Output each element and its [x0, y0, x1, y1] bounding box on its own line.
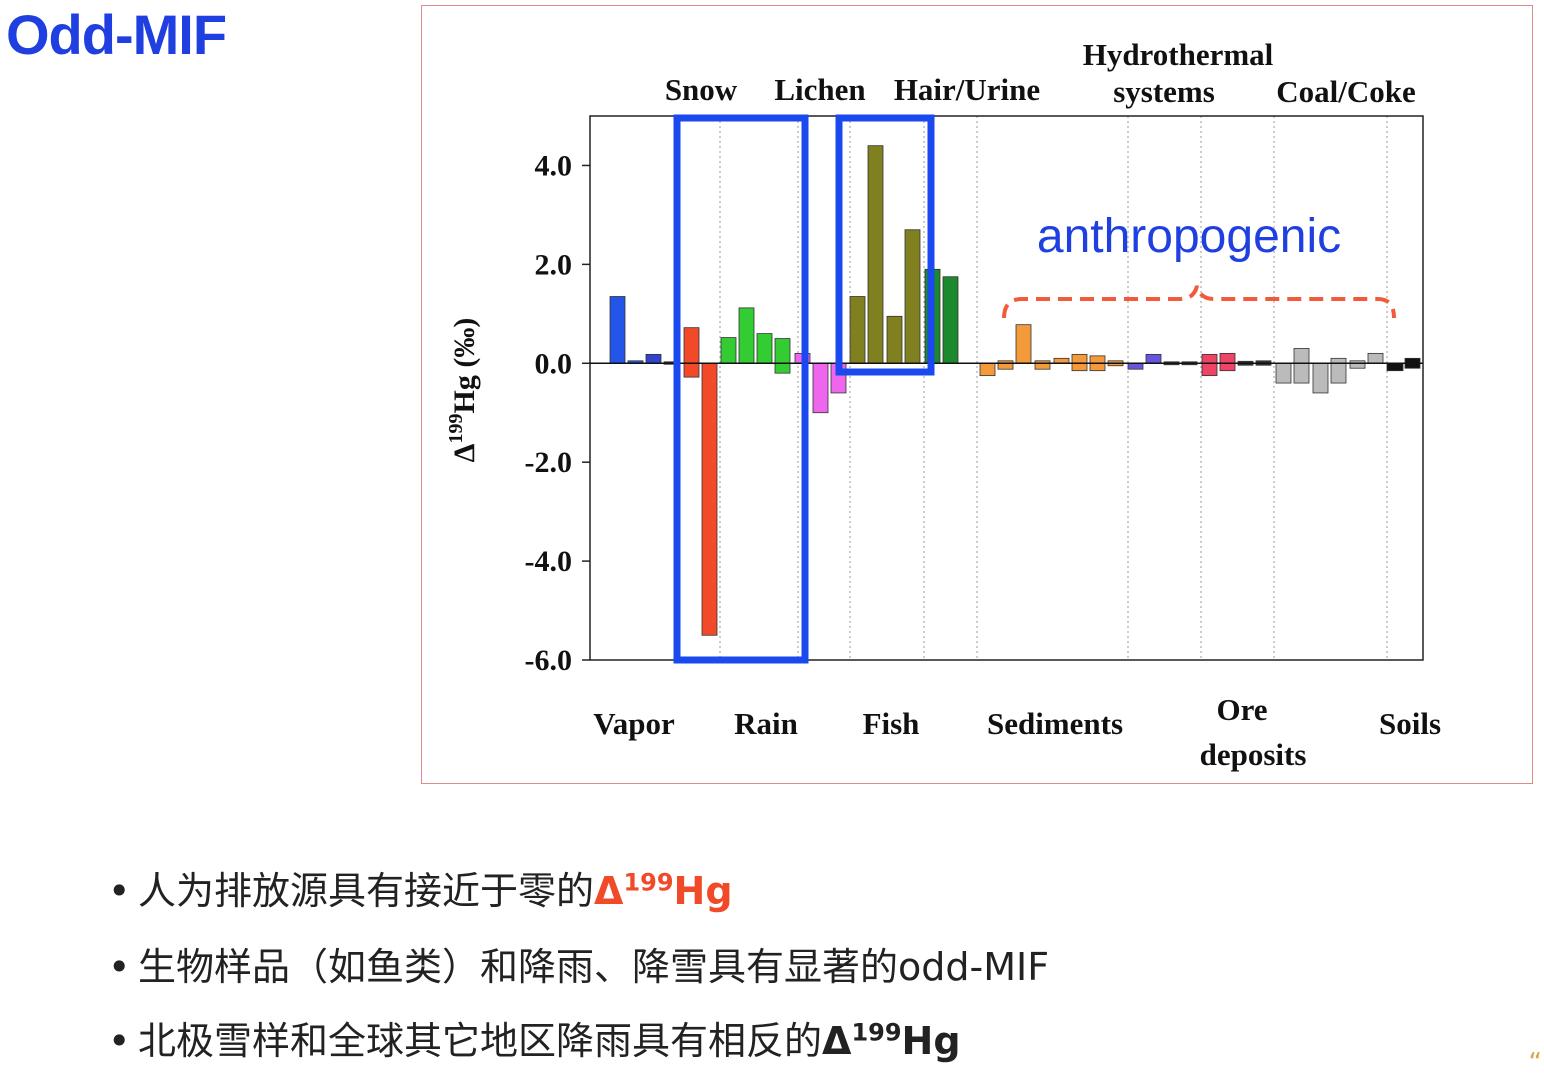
isotope-superscript: 199: [623, 868, 674, 897]
bottom-category-label: Vapor: [593, 706, 675, 741]
anthropogenic-annotation: anthropogenic: [1037, 210, 1341, 263]
top-category-label: Hydrothermal: [1083, 37, 1274, 72]
chart-svg: 4.0 2.0 0.0 -2.0 -4.0 -6.0 Δ199Hg (‰) Snow Liche…: [445, 37, 1441, 772]
bottom-category-label: Sediments: [987, 706, 1123, 741]
bar: [1386, 362, 1404, 372]
corner-quote-mark: “: [1528, 1048, 1542, 1078]
bar: [942, 276, 959, 364]
bullet-text: 人为排放源具有接近于零的: [138, 869, 595, 913]
bullet-item-1: • 人为排放源具有接近于零的Δ199Hg: [108, 868, 733, 913]
bar: [774, 338, 791, 374]
highlight-box-fish: [835, 114, 935, 376]
bottom-category-label: Soils: [1379, 706, 1441, 741]
bar: [645, 353, 662, 364]
isotope-superscript: 199: [851, 1018, 902, 1047]
bar: [701, 362, 718, 636]
bar: [1127, 362, 1144, 370]
bar: [756, 333, 773, 364]
bottom-category-label: Rain: [734, 706, 798, 741]
bullet-item-3: • 北极雪样和全球其它地区降雨具有相反的Δ199Hg: [108, 1018, 961, 1063]
bar: [738, 307, 755, 364]
y-tick-label: -2.0: [525, 446, 573, 479]
y-tick-label: -4.0: [525, 545, 573, 578]
bottom-category-label: Fish: [863, 706, 920, 741]
bar: [1201, 353, 1218, 377]
bar: [683, 327, 700, 378]
y-axis-label: Δ199Hg (‰): [445, 318, 481, 463]
top-category-label: Lichen: [774, 72, 865, 107]
highlight-box-snow-rain: [673, 114, 809, 664]
bar: [1293, 348, 1310, 384]
y-tick-label: 2.0: [535, 248, 573, 281]
bullet-item-2: • 生物样品（如鱼类）和降雨、降雪具有显著的odd-MIF: [108, 945, 1050, 989]
bar: [1219, 352, 1236, 372]
bar: [886, 315, 903, 364]
bar: [997, 360, 1014, 370]
top-category-label: Coal/Coke: [1276, 74, 1416, 109]
top-category-label: Snow: [665, 72, 738, 107]
bar: [1015, 324, 1032, 364]
bullet-text: 生物样品（如鱼类）和降雨、降雪具有显著的odd-MIF: [138, 945, 1050, 989]
bar: [867, 145, 884, 364]
bar: [1145, 353, 1162, 364]
y-tick-label: -6.0: [525, 644, 573, 677]
bottom-category-label: Ore: [1216, 692, 1267, 727]
bar: [720, 337, 737, 364]
bar: [1312, 362, 1329, 394]
y-tick-label: 0.0: [535, 347, 573, 380]
bar: [979, 362, 996, 377]
bar: [904, 229, 921, 364]
delta-hg-label: Δ199Hg: [822, 1019, 961, 1063]
delta-symbol: Δ: [822, 1019, 852, 1063]
element-symbol: Hg: [673, 869, 733, 913]
top-category-label: systems: [1113, 74, 1215, 109]
bullet-text: 北极雪样和全球其它地区降雨具有相反的: [138, 1019, 823, 1063]
bar: [1034, 360, 1051, 370]
plot-frame: [589, 115, 1424, 661]
bar: [1349, 360, 1366, 369]
bar: [1275, 362, 1292, 384]
delta-symbol: Δ: [594, 869, 624, 913]
slide-title: Odd-MIF: [6, 3, 227, 66]
figure-frame: [421, 5, 1533, 784]
top-category-label: Hair/Urine: [894, 72, 1040, 107]
bar: [1367, 352, 1384, 364]
delta-hg-label: Δ199Hg: [594, 869, 733, 913]
bottom-category-label: deposits: [1200, 737, 1307, 772]
y-tick-label: 4.0: [535, 149, 573, 182]
element-symbol: Hg: [901, 1019, 961, 1063]
bar: [812, 362, 829, 414]
bar: [609, 296, 626, 364]
bar: [1330, 357, 1347, 384]
anthropogenic-brace: [1002, 285, 1396, 319]
bar: [849, 296, 866, 364]
